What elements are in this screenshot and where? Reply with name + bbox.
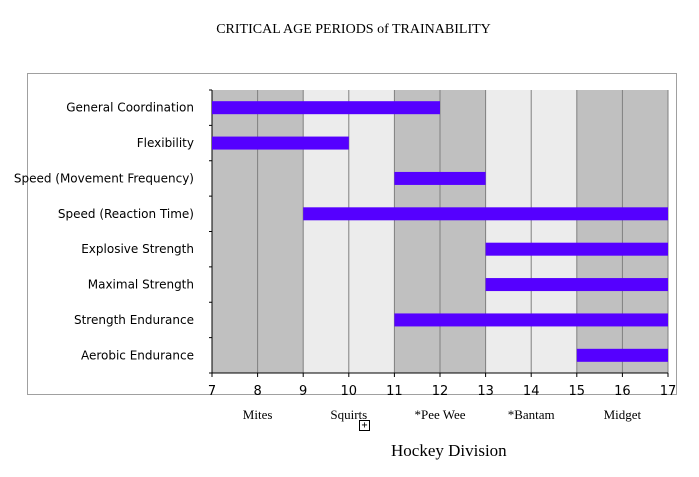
bar <box>394 313 668 327</box>
x-tick-label: 13 <box>477 384 494 399</box>
division-label: Squirts <box>330 407 367 422</box>
bar <box>212 136 349 150</box>
x-tick-labels: 7 8 9 10 11 12 13 14 15 16 17 <box>208 384 676 399</box>
x-axis-label: Hockey Division <box>391 441 507 460</box>
category-label: Speed (Reaction Time) <box>58 207 194 221</box>
category-label: Strength Endurance <box>74 313 194 327</box>
category-label: Explosive Strength <box>81 242 194 256</box>
x-tick-label: 12 <box>432 384 449 399</box>
chart-frame <box>27 73 677 395</box>
category-label: Speed (Movement Frequency) <box>14 171 194 185</box>
category-label: General Coordination <box>66 101 194 115</box>
x-tick-label: 8 <box>253 384 261 399</box>
category-label: Flexibility <box>137 136 194 150</box>
x-tick-label: 16 <box>614 384 631 399</box>
category-labels: General Coordination Flexibility Speed (Mo… <box>14 101 194 363</box>
bar <box>485 242 668 256</box>
chart-title: CRITICAL AGE PERIODS of TRAINABILITY <box>216 22 491 37</box>
division-label: Midget <box>604 407 642 422</box>
x-tick-label: 15 <box>569 384 586 399</box>
x-tick-label: 17 <box>660 384 677 399</box>
x-tick-label: 7 <box>208 384 216 399</box>
bar <box>212 101 440 115</box>
bar <box>303 207 668 221</box>
bar <box>576 348 668 362</box>
division-label: Mites <box>243 407 273 422</box>
expand-icon[interactable]: + <box>359 420 370 431</box>
x-tick-label: 10 <box>341 384 358 399</box>
bars <box>212 101 668 362</box>
division-labels: Mites Squirts *Pee Wee *Bantam Midget <box>243 407 642 422</box>
bar <box>394 171 486 185</box>
category-label: Aerobic Endurance <box>81 348 194 362</box>
bar <box>485 278 668 292</box>
x-tick-label: 9 <box>299 384 307 399</box>
x-tick-label: 11 <box>386 384 403 399</box>
division-label: *Bantam <box>508 407 555 422</box>
division-label: *Pee Wee <box>414 407 465 422</box>
x-tick-label: 14 <box>523 384 540 399</box>
category-label: Maximal Strength <box>88 278 194 292</box>
